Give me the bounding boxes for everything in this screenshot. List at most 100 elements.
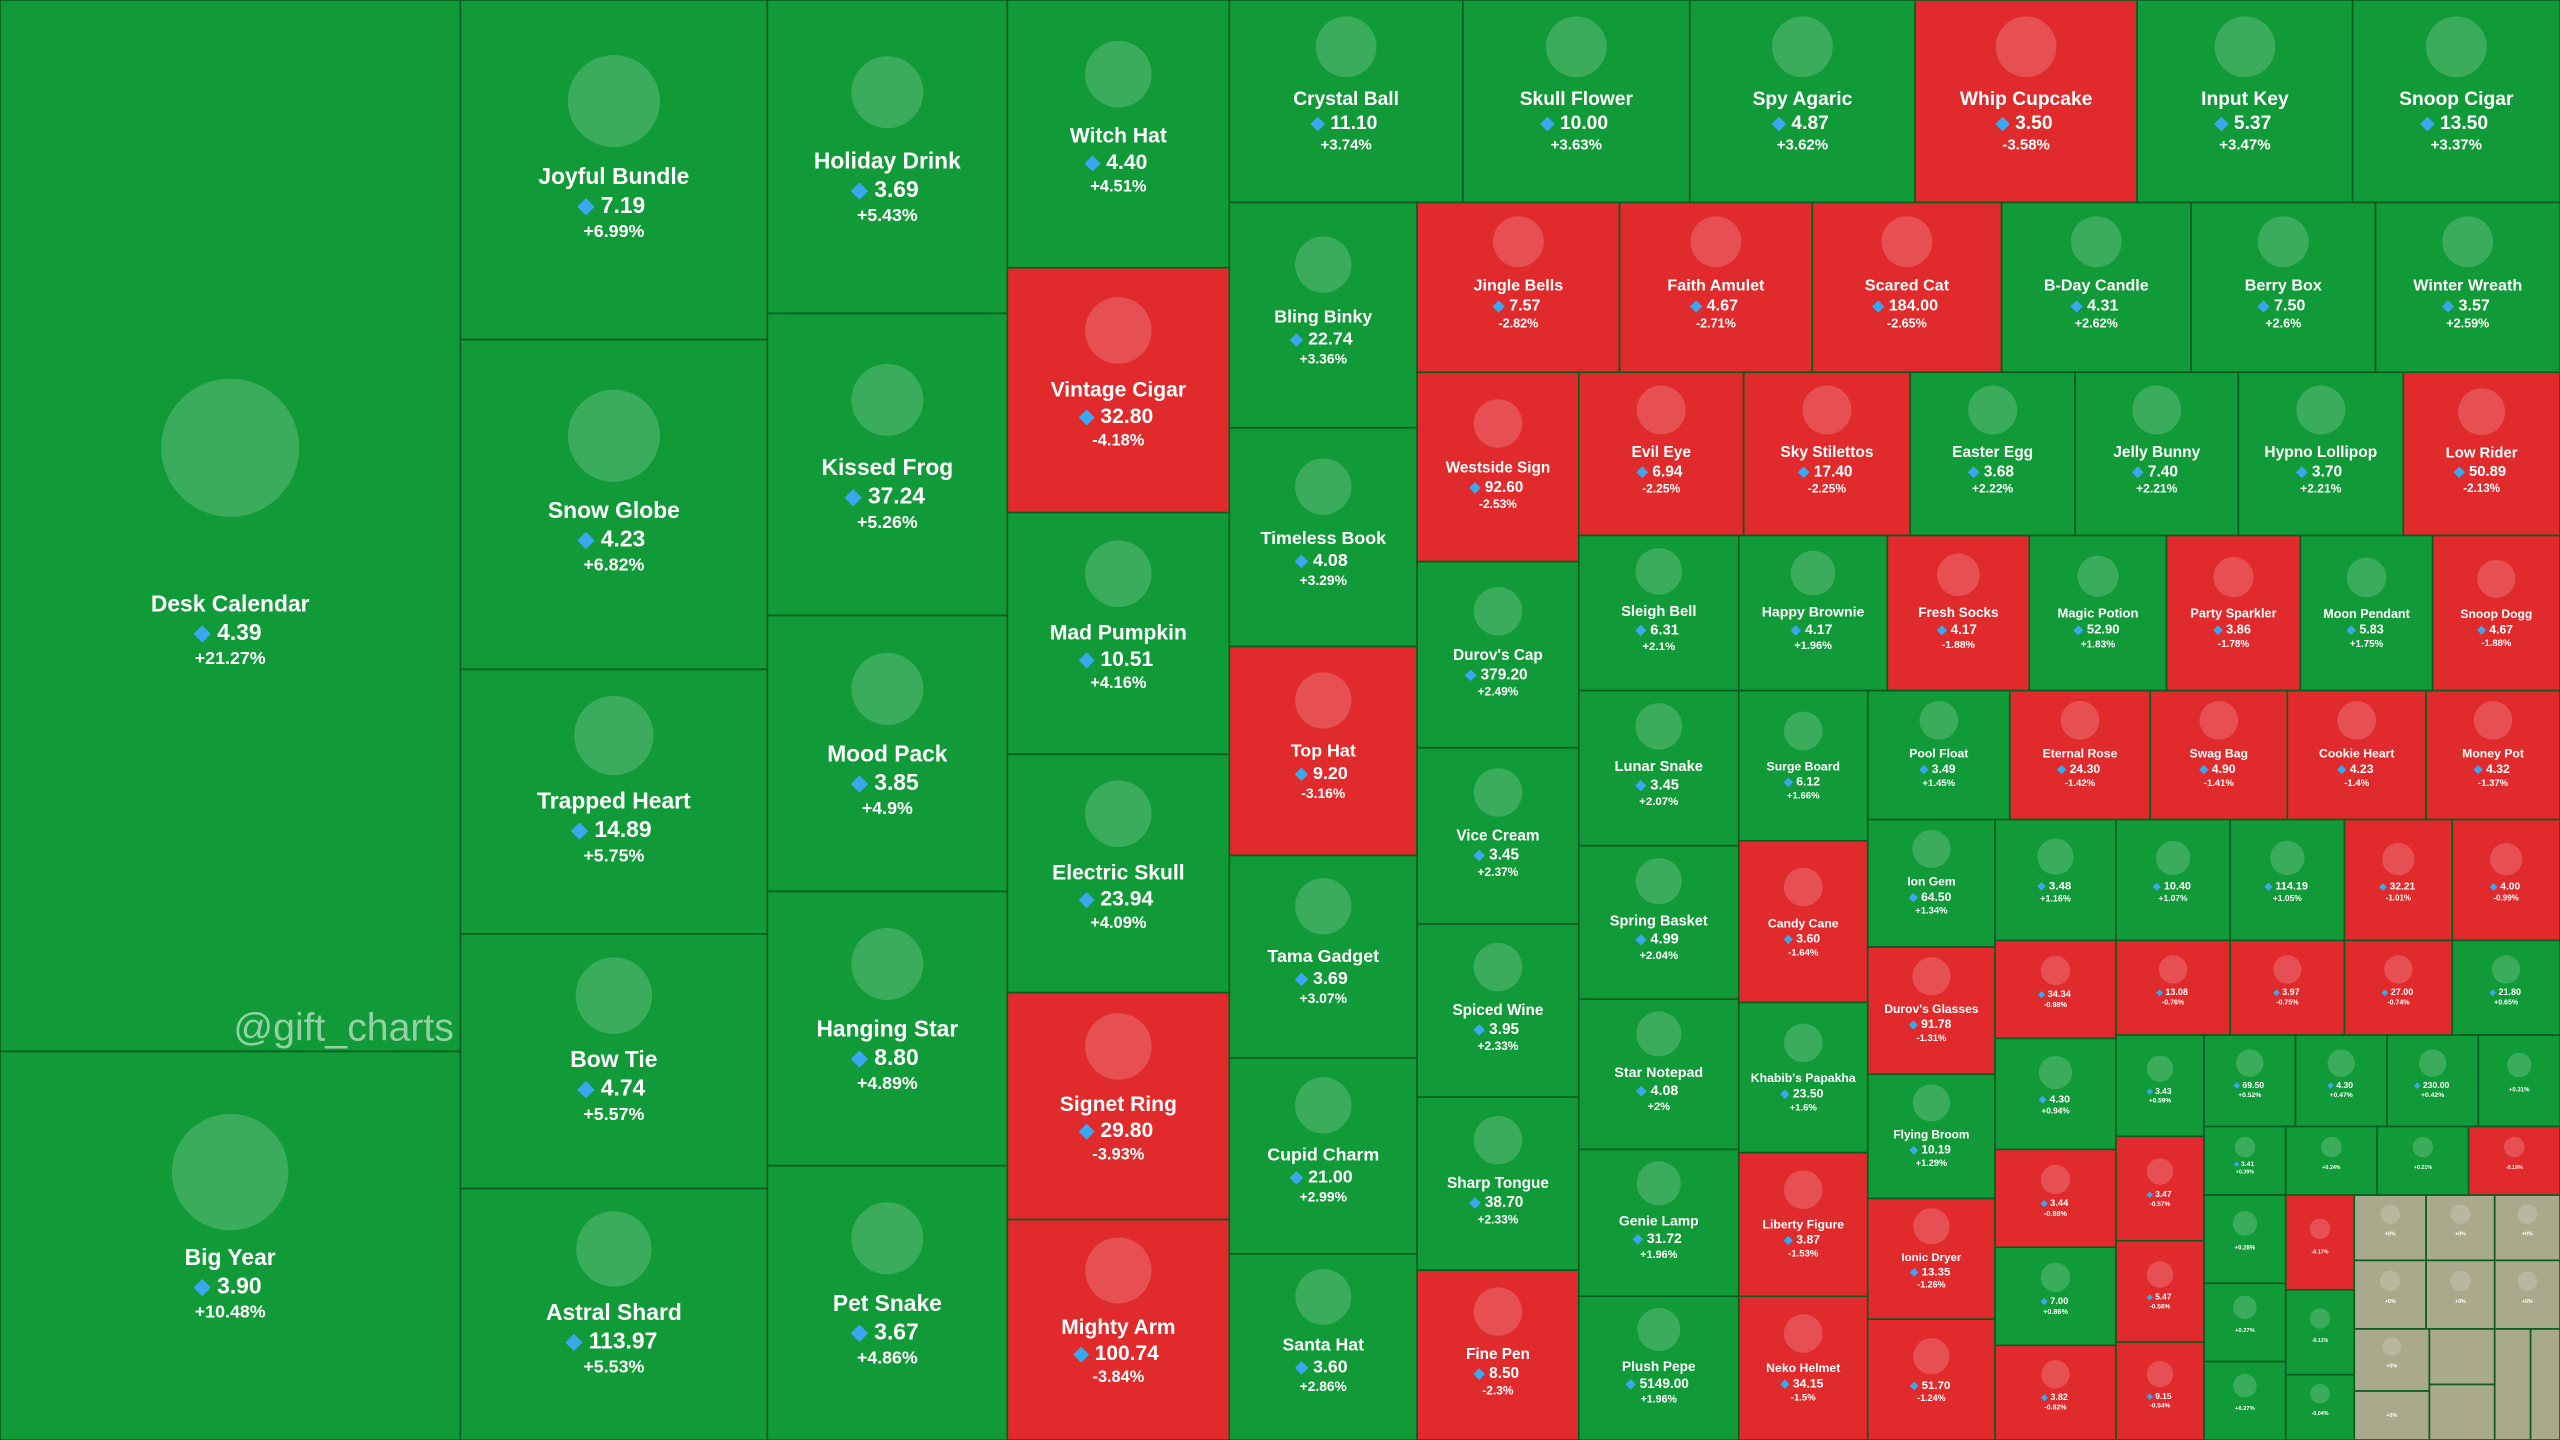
tile: Mad Pumpkin 10.51 +4.16% [1006,511,1231,756]
gift-price: 13.35 [1922,1266,1951,1278]
tile: Spring Basket 4.99 +2.04% [1577,844,1740,1000]
gift-change: +21.27% [195,648,266,668]
gift-icon [1783,1314,1823,1353]
ton-icon [1936,625,1947,636]
tile-background [1228,0,1464,204]
gift-name: Mad Pumpkin [1050,622,1187,645]
gift-name: Vice Cream [1456,827,1539,844]
gift-price: 4.00 [2500,882,2520,893]
gift-change: +0.94% [2041,1107,2070,1116]
tile-background [1416,560,1580,749]
tile-background [1006,266,1231,514]
tile-background [2477,1034,2560,1128]
gift-price: 37.24 [868,483,925,509]
ton-icon [850,1324,869,1342]
gift-change: +0.39% [2236,1169,2255,1175]
gift-price: 6.31 [1650,622,1679,638]
ton-icon [2213,625,2223,636]
gift-name: Jelly Bunny [2113,444,2200,461]
tile: +0% [2493,1194,2560,1262]
ton-icon [1783,777,1793,788]
gift-name: Pool Float [1909,747,1968,761]
gift-change: +4.16% [1090,674,1147,692]
gift-name: Bow Tie [570,1046,657,1072]
gift-icon [2310,1384,2330,1404]
tile-background [1737,1151,1869,1298]
tile-background [766,890,1009,1167]
ton-icon [2337,764,2347,775]
gift-price: 379.20 [1481,666,1528,683]
gift-price: 7.00 [2050,1296,2068,1306]
ton-icon [2489,883,2498,891]
ton-icon [577,198,595,216]
tile: Whip Cupcake 3.50 -3.58% [1914,0,2138,204]
tile-background [2343,818,2454,942]
tile: Hypno Lollipop 3.70 +2.21% [2237,371,2405,537]
gift-icon [1085,40,1152,108]
tile: Evil Eye 6.94 -2.25% [1577,371,1745,537]
gift-change: +2.04% [1639,950,1678,962]
tile-background [2284,1373,2356,1440]
tile-background [2203,1125,2287,1196]
tile-background [1006,0,1231,269]
tile-background [2425,1259,2496,1330]
gift-change: +3.37% [2431,136,2482,153]
gift-name: Snow Globe [548,497,680,523]
tile-background [2284,1288,2356,1376]
tile: Plush Pepe 5149.00 +1.96% [1577,1295,1740,1440]
gift-icon [1881,216,1933,268]
gift-change: +1.96% [1641,1393,1678,1405]
ton-icon [1078,409,1095,426]
gift-name: Low Rider [2446,446,2518,462]
gift-change: +1.29% [1916,1158,1947,1168]
gift-name: Mood Pack [827,741,948,767]
ton-icon [1872,300,1885,313]
tile-background [2115,1135,2205,1242]
ton-icon [1294,972,1309,987]
gift-icon [2380,1204,2400,1225]
gift-icon [1085,1237,1152,1304]
gift-change: -2.13% [2463,482,2500,495]
tile [2529,1328,2560,1440]
gift-change: -0.19% [2506,1165,2523,1171]
gift-name: Ion Gem [1907,875,1955,889]
gift-icon [1783,867,1823,907]
gift-name: Bling Binky [1274,306,1372,326]
tile: Moon Pendant 5.83 +1.75% [2299,534,2434,692]
ton-icon [1473,1368,1486,1380]
ton-icon [1469,1197,1481,1209]
gift-icon [1772,16,1833,78]
tile-background [2353,1328,2431,1392]
gift-price: 4.17 [1951,622,1977,637]
gift-price: 7.50 [2274,297,2305,315]
tile: 4.30 +0.47% [2294,1034,2388,1128]
gift-icon [2038,1055,2073,1090]
gift-price: 4.23 [601,526,645,552]
tile-background [2425,689,2560,821]
gift-price: 3.70 [2312,463,2342,480]
tile: Spiced Wine 3.95+2.33% [1416,923,1580,1098]
tile-background [1228,854,1418,1059]
tile-background [2115,1341,2205,1440]
gift-price: 8.80 [874,1044,918,1070]
gift-change: +5.57% [583,1104,644,1124]
gift-icon [2450,1204,2471,1225]
ton-icon [1473,1024,1486,1036]
tile-background [1737,534,1889,692]
gift-change: +5.53% [583,1357,644,1377]
tile-background [1228,1057,1418,1255]
gift-price: 64.50 [1921,890,1952,904]
gift-price: 4.40 [1106,151,1147,174]
gift-icon [2379,1270,2401,1292]
gift-price: 52.90 [2087,622,2120,637]
gift-icon [2236,1049,2264,1077]
gift-price: 32.80 [1100,405,1153,428]
tile-background [1742,371,1912,537]
tile: -0.11% [2284,1288,2356,1376]
tile: Vice Cream 3.45+2.37% [1416,746,1580,925]
tile: Vintage Cigar 32.80 -4.18% [1006,266,1231,514]
